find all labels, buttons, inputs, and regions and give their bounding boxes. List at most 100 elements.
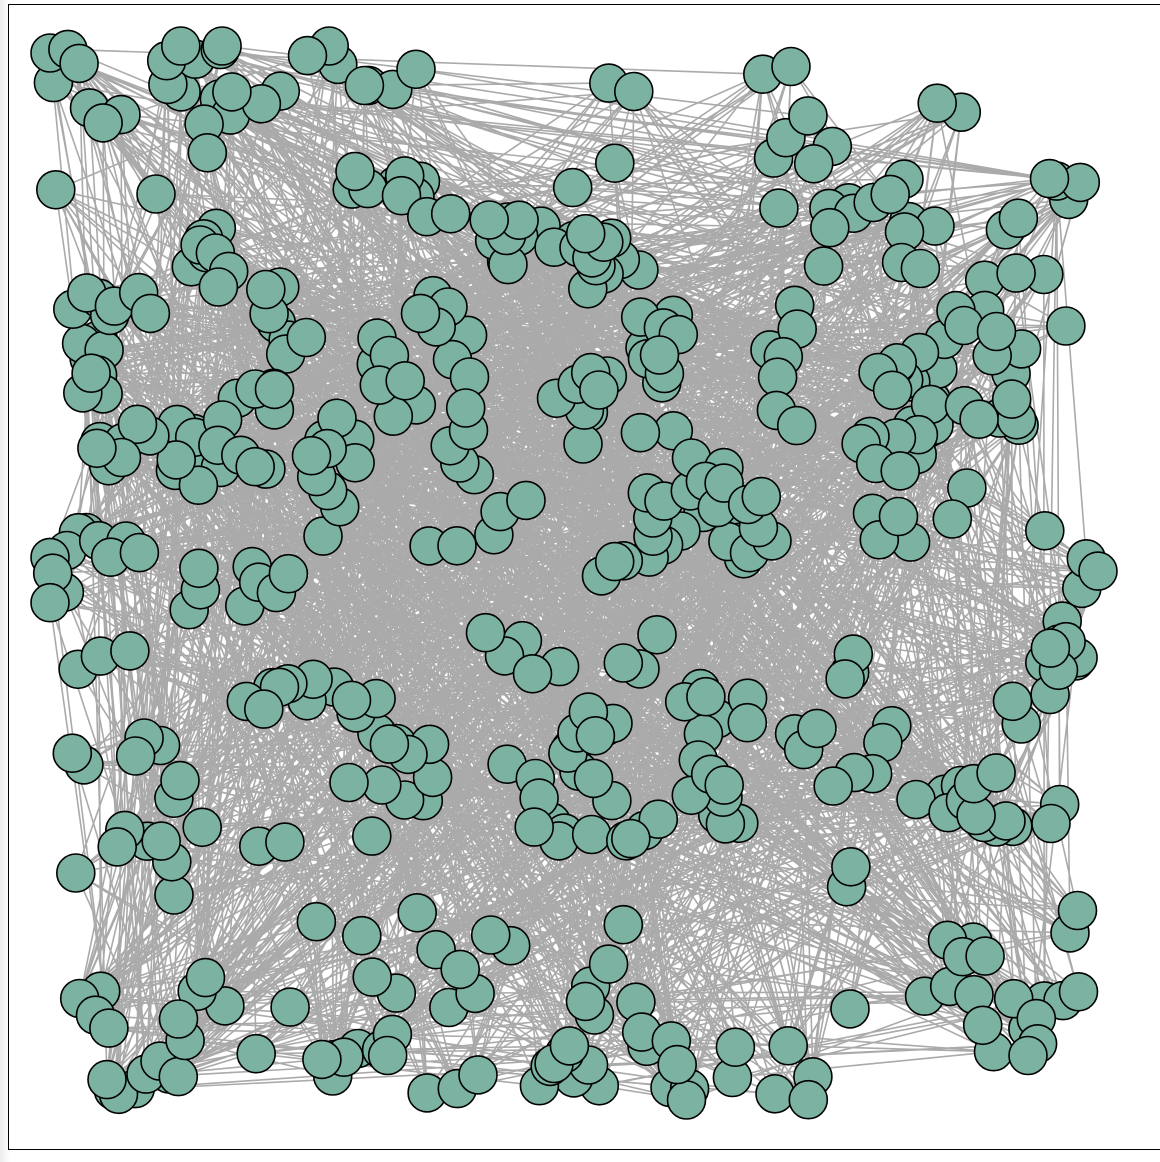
- graph-edge: [175, 459, 594, 780]
- graph-edge: [188, 45, 330, 459]
- graph-node: [254, 369, 295, 410]
- graph-edge: [279, 73, 764, 288]
- graph-node: [268, 553, 309, 594]
- graph-node: [265, 822, 305, 862]
- graph-edge: [122, 442, 260, 847]
- graph-edge: [215, 219, 520, 254]
- graph-node: [741, 476, 782, 517]
- graph-node: [563, 424, 603, 464]
- graph-node: [870, 174, 911, 215]
- graph-node: [243, 689, 284, 729]
- graph-node: [759, 188, 799, 228]
- graph-edge: [401, 111, 962, 197]
- graph-node: [212, 72, 252, 112]
- graph-edge: [375, 697, 1029, 1030]
- graph-edge: [102, 393, 459, 1089]
- graph-node: [458, 1055, 498, 1095]
- graph-node: [202, 26, 242, 66]
- graph-node: [638, 799, 679, 840]
- graph-edge: [222, 419, 602, 577]
- graph-node: [565, 213, 606, 254]
- graph-node: [136, 174, 176, 214]
- graph-node: [52, 733, 93, 774]
- graph-node: [1057, 890, 1098, 931]
- graph-node: [573, 758, 614, 799]
- graph-node: [1058, 971, 1099, 1012]
- graph-node: [594, 143, 635, 183]
- graph-node: [469, 200, 510, 240]
- graph-node: [56, 853, 96, 893]
- graph-node: [400, 293, 441, 334]
- graph-edge: [407, 235, 508, 755]
- graph-node: [30, 582, 70, 623]
- graph-node: [704, 765, 745, 805]
- graph-node: [77, 428, 117, 469]
- graph-edge: [165, 60, 177, 460]
- graph-node: [603, 904, 644, 945]
- graph-node: [329, 762, 369, 803]
- graph-node: [565, 981, 606, 1022]
- graph-node: [976, 753, 1016, 793]
- graph-node: [613, 71, 654, 112]
- graph-node: [932, 499, 973, 539]
- graph-edge: [188, 368, 939, 611]
- graph-edge: [590, 826, 997, 987]
- graph-node: [154, 875, 194, 915]
- graph-node: [996, 253, 1036, 293]
- graph-edge: [199, 115, 809, 591]
- graph-node: [594, 541, 635, 582]
- node-layer: [30, 26, 1118, 1120]
- graph-node: [757, 357, 798, 398]
- graph-node: [620, 412, 661, 453]
- graph-node: [1046, 306, 1086, 346]
- graph-node: [771, 46, 811, 87]
- graph-node: [991, 379, 1032, 419]
- graph-edge: [289, 1006, 687, 1101]
- graph-node: [1025, 510, 1065, 551]
- graph-node: [291, 435, 332, 476]
- graph-edge: [166, 60, 917, 801]
- graph-edge: [120, 113, 891, 196]
- graph-edge: [322, 535, 575, 1079]
- graph-edge: [1011, 530, 1046, 702]
- graph-node: [666, 1080, 707, 1120]
- graph-edge: [278, 225, 542, 688]
- graph-edge: [983, 373, 1012, 823]
- graph-node: [715, 1027, 756, 1067]
- graph-edge: [49, 602, 126, 831]
- graph-node: [1031, 803, 1071, 844]
- graph-edge: [964, 425, 1020, 801]
- graph-node: [1030, 628, 1071, 668]
- graph-node: [245, 269, 286, 310]
- graph-node: [768, 1026, 809, 1066]
- graph-node: [161, 26, 201, 66]
- graph-edge: [361, 487, 968, 937]
- graph-edge: [118, 803, 1060, 1096]
- graph-node: [296, 901, 337, 942]
- graph-node: [83, 103, 123, 143]
- graph-edge: [82, 235, 508, 394]
- graph-node: [830, 989, 870, 1029]
- graph-node: [1029, 158, 1070, 199]
- graph-edge: [474, 226, 542, 994]
- graph-edge: [426, 798, 917, 1094]
- graph-node: [287, 35, 328, 76]
- graph-node: [588, 944, 629, 984]
- graph-node: [878, 496, 919, 537]
- graph-node: [331, 680, 372, 721]
- graph-node: [788, 1079, 829, 1120]
- graph-node: [470, 915, 511, 955]
- graph-edge: [255, 722, 748, 1055]
- graph-node: [119, 532, 160, 573]
- graph-node: [813, 766, 854, 806]
- graph-edge: [746, 178, 905, 505]
- graph-node: [367, 1035, 408, 1076]
- graph-node: [992, 681, 1033, 722]
- graph-node: [727, 702, 768, 743]
- graph-edge: [903, 179, 951, 987]
- graph-node: [880, 451, 921, 491]
- graph-node: [385, 360, 426, 401]
- graph-edge: [807, 541, 912, 1100]
- graph-node: [1078, 551, 1118, 591]
